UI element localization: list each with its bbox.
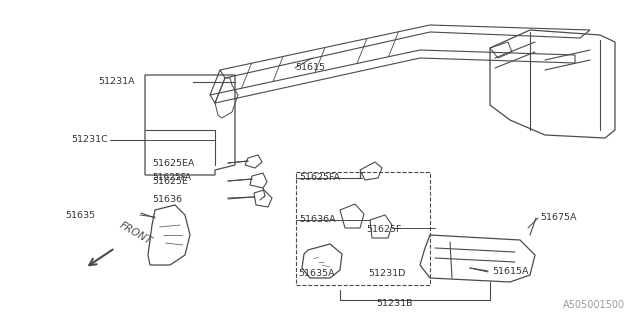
Text: 51231B: 51231B bbox=[377, 300, 413, 308]
Text: 51615: 51615 bbox=[295, 63, 325, 73]
Text: 51635A: 51635A bbox=[298, 269, 335, 278]
Text: 51231D: 51231D bbox=[368, 269, 405, 278]
Text: 51636A: 51636A bbox=[299, 215, 335, 225]
Text: 51635: 51635 bbox=[65, 211, 95, 220]
Text: 51625FA: 51625FA bbox=[152, 173, 191, 182]
Text: 51625E: 51625E bbox=[152, 177, 188, 186]
Text: 51625FA: 51625FA bbox=[299, 173, 340, 182]
Text: 51615A: 51615A bbox=[492, 268, 529, 276]
Text: 51625F: 51625F bbox=[366, 226, 401, 235]
Text: 51625EA: 51625EA bbox=[152, 158, 195, 167]
Text: 51636: 51636 bbox=[152, 195, 182, 204]
Text: 51231C: 51231C bbox=[71, 135, 108, 145]
Text: A505001500: A505001500 bbox=[563, 300, 625, 310]
Text: 51231A: 51231A bbox=[99, 77, 135, 86]
Text: FRONT: FRONT bbox=[118, 220, 154, 246]
Text: 51675A: 51675A bbox=[540, 213, 577, 222]
